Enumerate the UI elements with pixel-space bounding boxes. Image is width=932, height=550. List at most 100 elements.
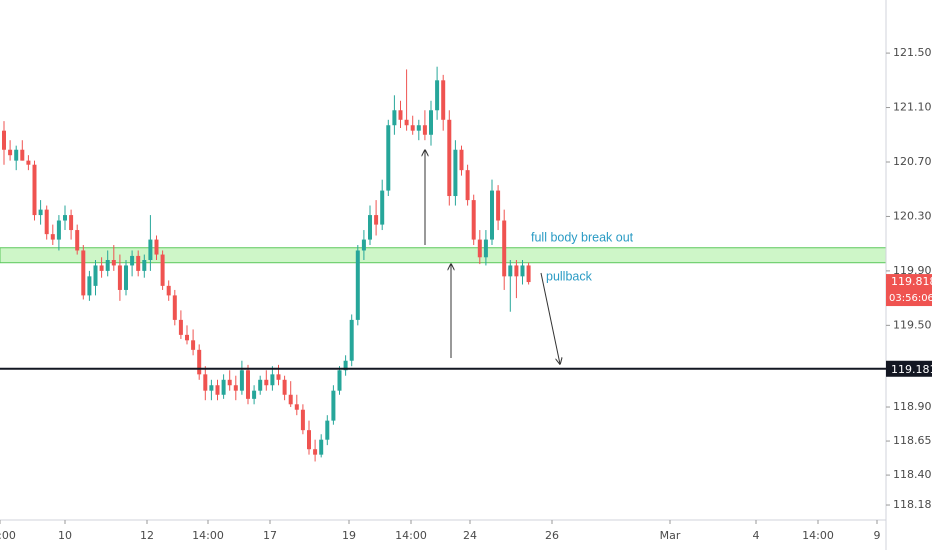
candle-body [185, 334, 189, 341]
candle-body [264, 379, 269, 386]
candle-body [477, 239, 482, 258]
annotation: pullback [546, 269, 593, 283]
x-tick-label: 14:00 [0, 529, 16, 542]
candle-body [178, 319, 183, 335]
candle-body [374, 215, 379, 225]
candle-body [166, 285, 171, 296]
countdown-label: 03:56:06 [889, 293, 932, 304]
candle-body [14, 149, 19, 161]
candle-body [282, 379, 287, 395]
candle-body [325, 420, 330, 440]
candle-body [117, 265, 122, 290]
candle-body [142, 260, 147, 271]
candle-body [20, 149, 25, 161]
annotation: full body break out [531, 230, 634, 244]
candle-body [392, 110, 397, 126]
y-tick-label: 120.700 [893, 155, 932, 168]
candle-body [361, 239, 366, 251]
candle-body [508, 265, 513, 277]
candle-body [288, 394, 293, 405]
candle-body [441, 80, 446, 120]
last-price-label: 119.818 [891, 275, 932, 288]
x-tick-label: 26 [545, 529, 559, 542]
candle-body [26, 160, 31, 165]
candle-body [416, 125, 421, 131]
y-tick-label: 121.500 [893, 46, 932, 59]
candle-body [386, 125, 391, 191]
candle-body [93, 265, 98, 286]
candle-body [8, 149, 13, 156]
x-tick-label: 10 [58, 529, 72, 542]
candle-body [32, 164, 37, 216]
candle-body [514, 265, 519, 277]
candle-body [276, 374, 281, 380]
candle-body [148, 239, 153, 260]
candle-body [44, 209, 49, 235]
candle-body [203, 374, 208, 391]
candle-body [447, 119, 452, 197]
plot-area [0, 66, 887, 462]
candle-body [307, 430, 311, 450]
x-tick-label: 19 [342, 529, 356, 542]
candle-body [258, 379, 263, 391]
candle-body [191, 340, 196, 350]
candle-body [380, 190, 385, 225]
candle-body [483, 239, 488, 258]
candle-body [404, 119, 409, 126]
candle-body [502, 220, 507, 277]
candle-body [75, 230, 80, 251]
candle-body [496, 190, 501, 221]
candle-body [233, 385, 238, 391]
candle-body [453, 149, 458, 197]
candle-body [239, 370, 244, 391]
candle-body [130, 255, 135, 266]
candle-body [319, 439, 324, 455]
candle-body [209, 385, 214, 391]
candle-body [160, 254, 165, 286]
candle-body [270, 374, 275, 386]
candle-body [300, 409, 305, 431]
candle-body [435, 80, 440, 111]
candle-body [349, 319, 354, 361]
candle-body [2, 130, 6, 150]
candle-body [490, 190, 494, 240]
candle-body [221, 379, 226, 395]
candle-body [429, 110, 433, 135]
x-tick-label: 14:00 [802, 529, 834, 542]
x-tick-label: 24 [463, 529, 477, 542]
y-tick-label: 121.100 [893, 101, 932, 114]
candle-body [81, 250, 86, 296]
y-tick-label: 119.500 [893, 318, 932, 331]
candle-body [56, 220, 61, 240]
x-tick-label: 14:00 [395, 529, 427, 542]
candle-body [294, 404, 299, 410]
candle-body [471, 200, 476, 240]
y-tick-label: 118.180 [893, 498, 932, 511]
candle-body [154, 239, 159, 255]
x-tick-label: 14:00 [192, 529, 224, 542]
candle-body [422, 125, 427, 135]
candle-body [227, 379, 232, 386]
candle-body [246, 370, 250, 399]
candle-body [215, 385, 220, 395]
y-tick-label: 118.900 [893, 400, 932, 413]
candle-body [520, 265, 525, 277]
candle-body [111, 260, 116, 266]
arrow [540, 272, 560, 364]
price-label: 119.181 [891, 363, 932, 376]
candle-body [410, 125, 415, 131]
candle-body [343, 360, 348, 371]
candle-body [69, 215, 74, 231]
x-tick-label: 12 [140, 529, 154, 542]
candle-body [368, 215, 372, 240]
candle-body [337, 370, 342, 391]
candle-body [526, 265, 531, 283]
y-tick-label: 118.650 [893, 434, 932, 447]
candle-body [398, 110, 403, 120]
candle-body [331, 390, 336, 421]
candle-body [63, 215, 67, 221]
x-tick-label: 4 [753, 529, 760, 542]
candle-body [50, 234, 55, 240]
